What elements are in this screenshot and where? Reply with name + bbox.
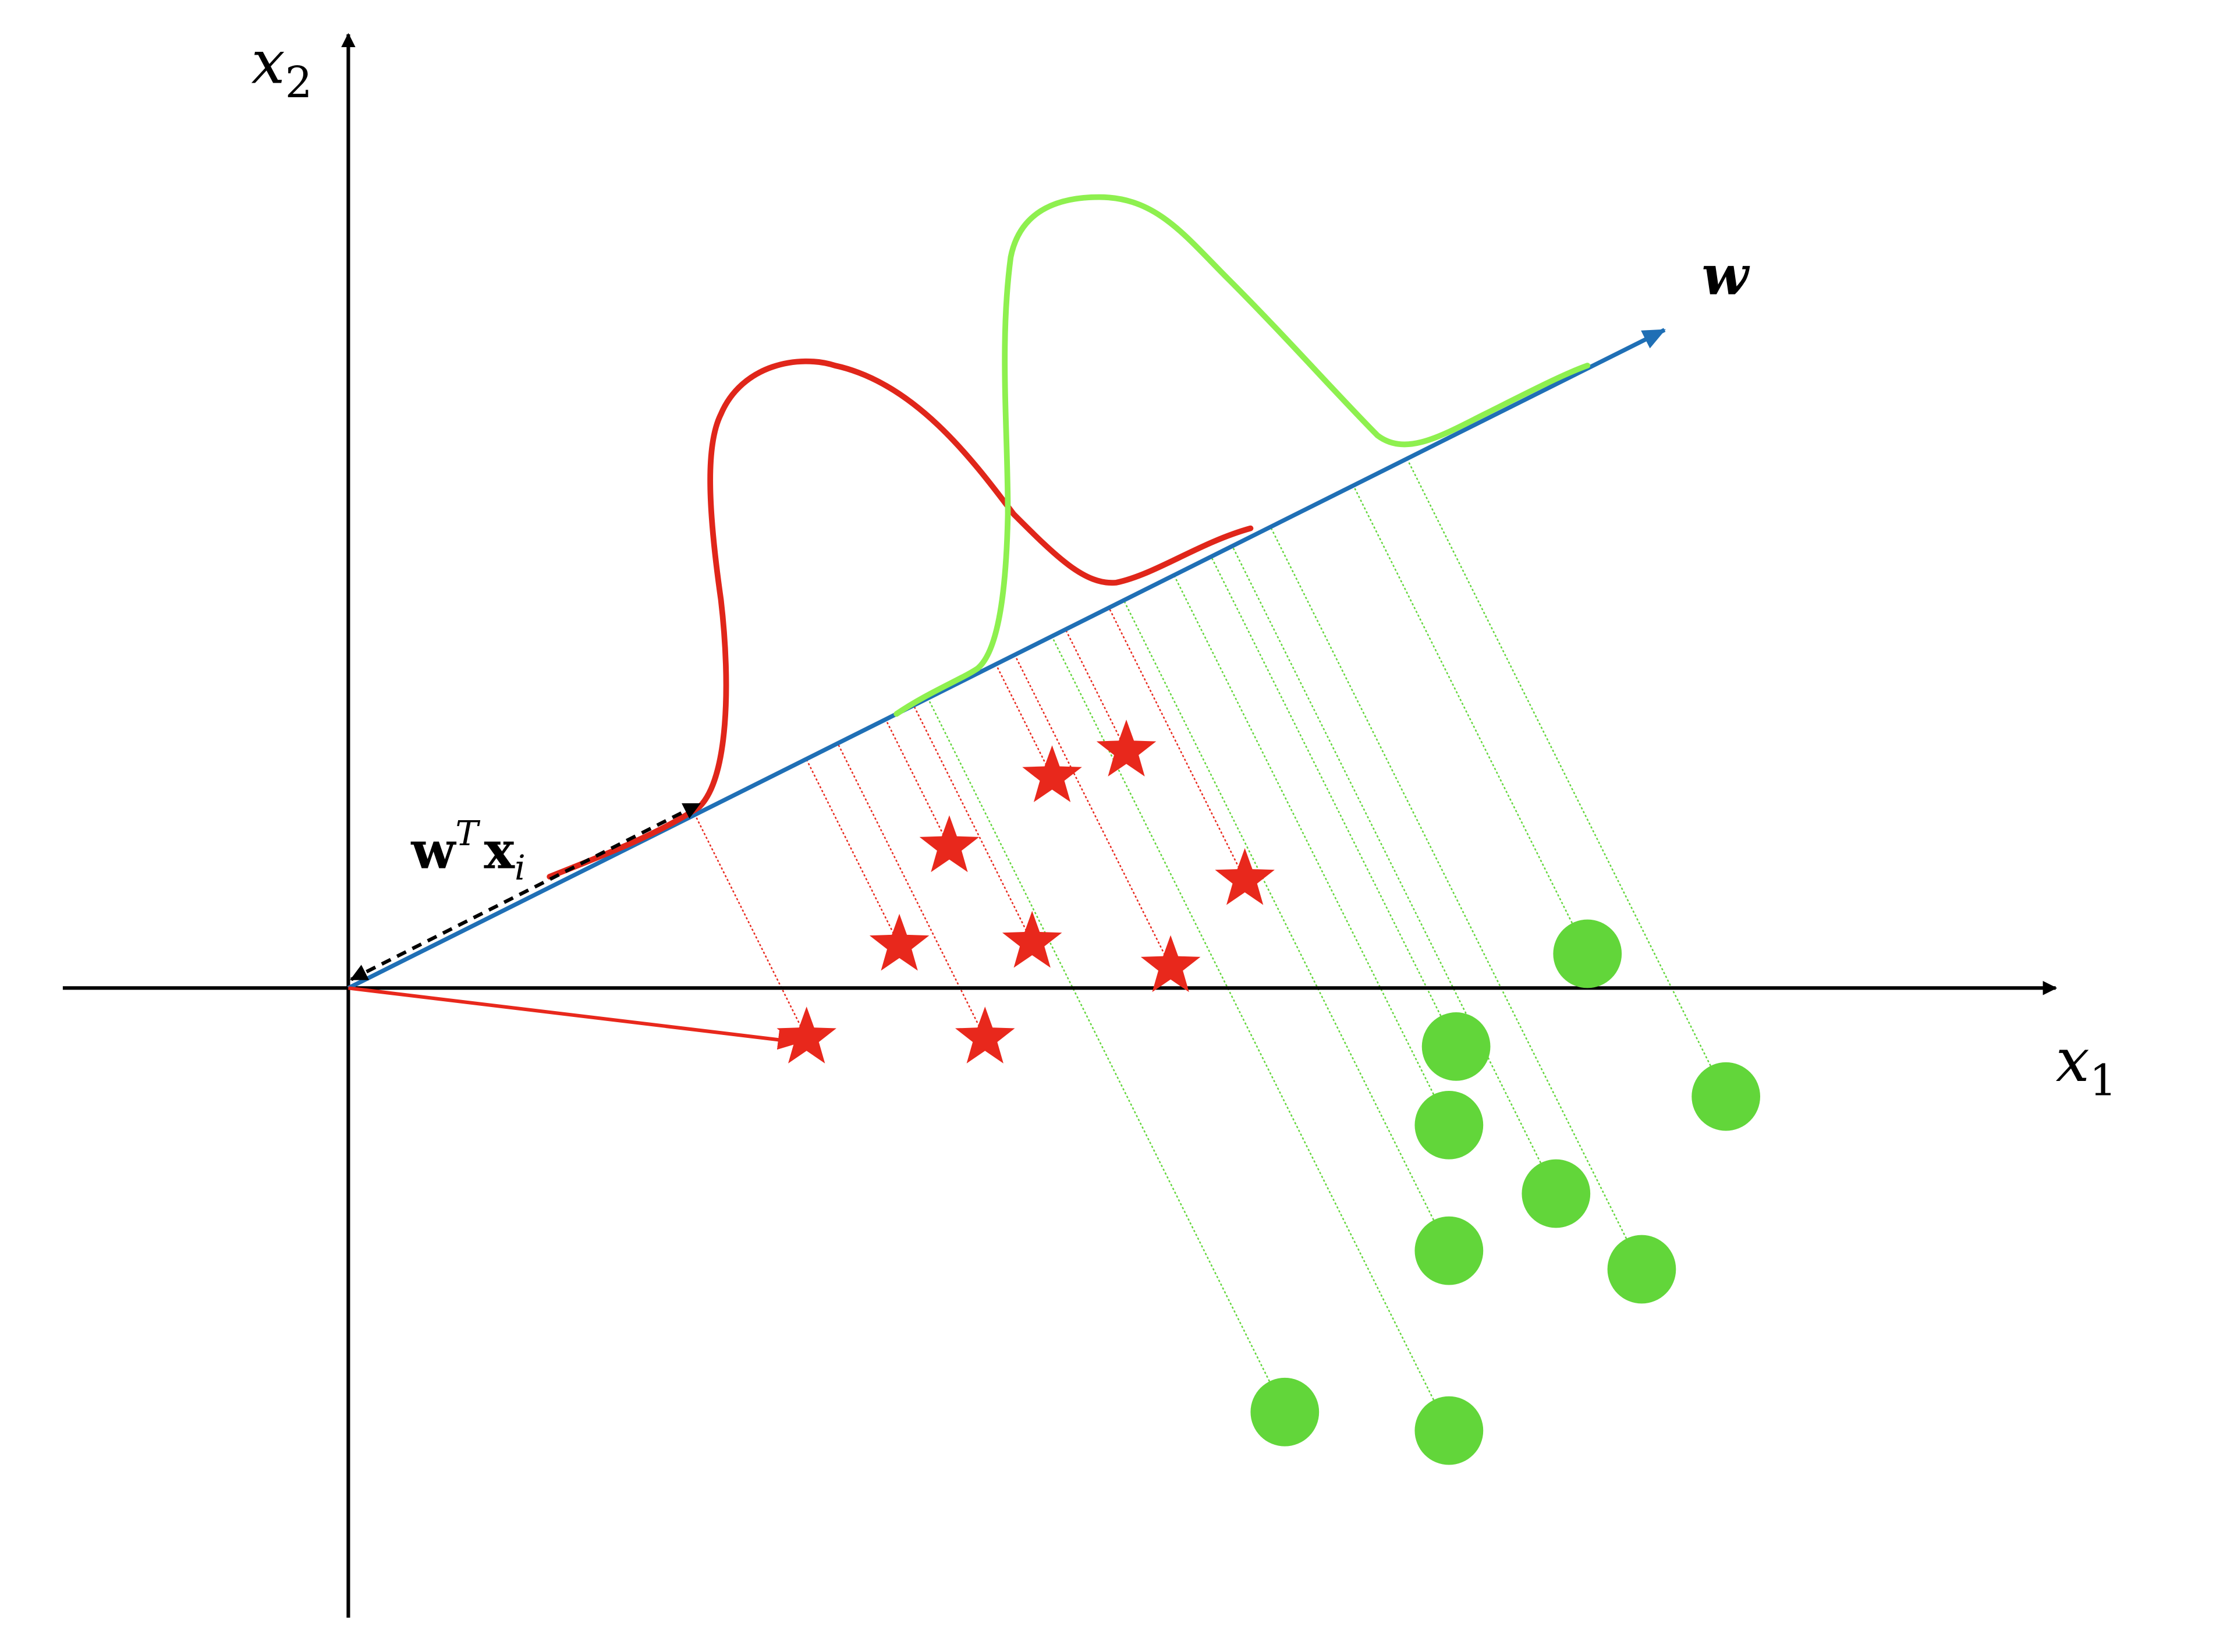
class-b-projection-line [1406,458,1727,1097]
class-b-density-curve [893,194,1591,717]
class-b-points [1250,919,1761,1465]
class-b-projection-line [1210,556,1457,1047]
x-axis-label: x1 [2056,1026,2117,1106]
star-icon [919,815,980,873]
circle-icon [1553,919,1622,988]
star-icon [776,1006,836,1063]
sample-vector-x-i [348,986,801,1050]
projection-lines [694,458,1727,1431]
circle-icon [1250,1377,1320,1447]
class-a-projection-line [694,814,807,1038]
class-a-projection-line [1108,607,1246,880]
class-b-projection-line [1352,485,1588,955]
circle-icon [1691,1062,1761,1131]
circle-icon [1414,1396,1484,1465]
class-b-projection-line [1231,545,1557,1194]
class-a-projection-line [837,743,986,1038]
w-direction-label: w [1701,243,1750,307]
y-axis-label: x2 [251,27,313,108]
star-icon [1140,935,1201,992]
class-a-projection-line [806,758,900,946]
star-icon [869,913,930,971]
projection-length-arrow [350,802,701,981]
star-icon [1096,719,1157,777]
class-a-points [776,719,1275,1063]
star-icon [1002,910,1062,968]
class-a-projection-line [913,705,1033,943]
class-b-projection-line [1173,575,1450,1126]
class-b-projection-line [927,697,1286,1413]
class-b-projection-line [1269,526,1643,1270]
class-b-projection-line [1051,636,1450,1431]
star-icon [1215,848,1275,905]
class-a-projection-line [995,664,1053,777]
circle-icon [1414,1090,1484,1160]
circle-icon [1414,1216,1484,1285]
circle-icon [1421,1012,1491,1081]
class-a-projection-line [1065,629,1127,751]
class-a-density-curve [547,358,1254,880]
projection-label: wT xi [410,813,526,888]
star-icon [1022,745,1082,803]
circle-icon [1607,1235,1676,1304]
class-a-projection-line [1014,654,1172,967]
star-icon [955,1006,1015,1063]
class-b-projection-line [1123,600,1450,1252]
class-a-projection-line [885,719,951,848]
circle-icon [1522,1159,1591,1228]
